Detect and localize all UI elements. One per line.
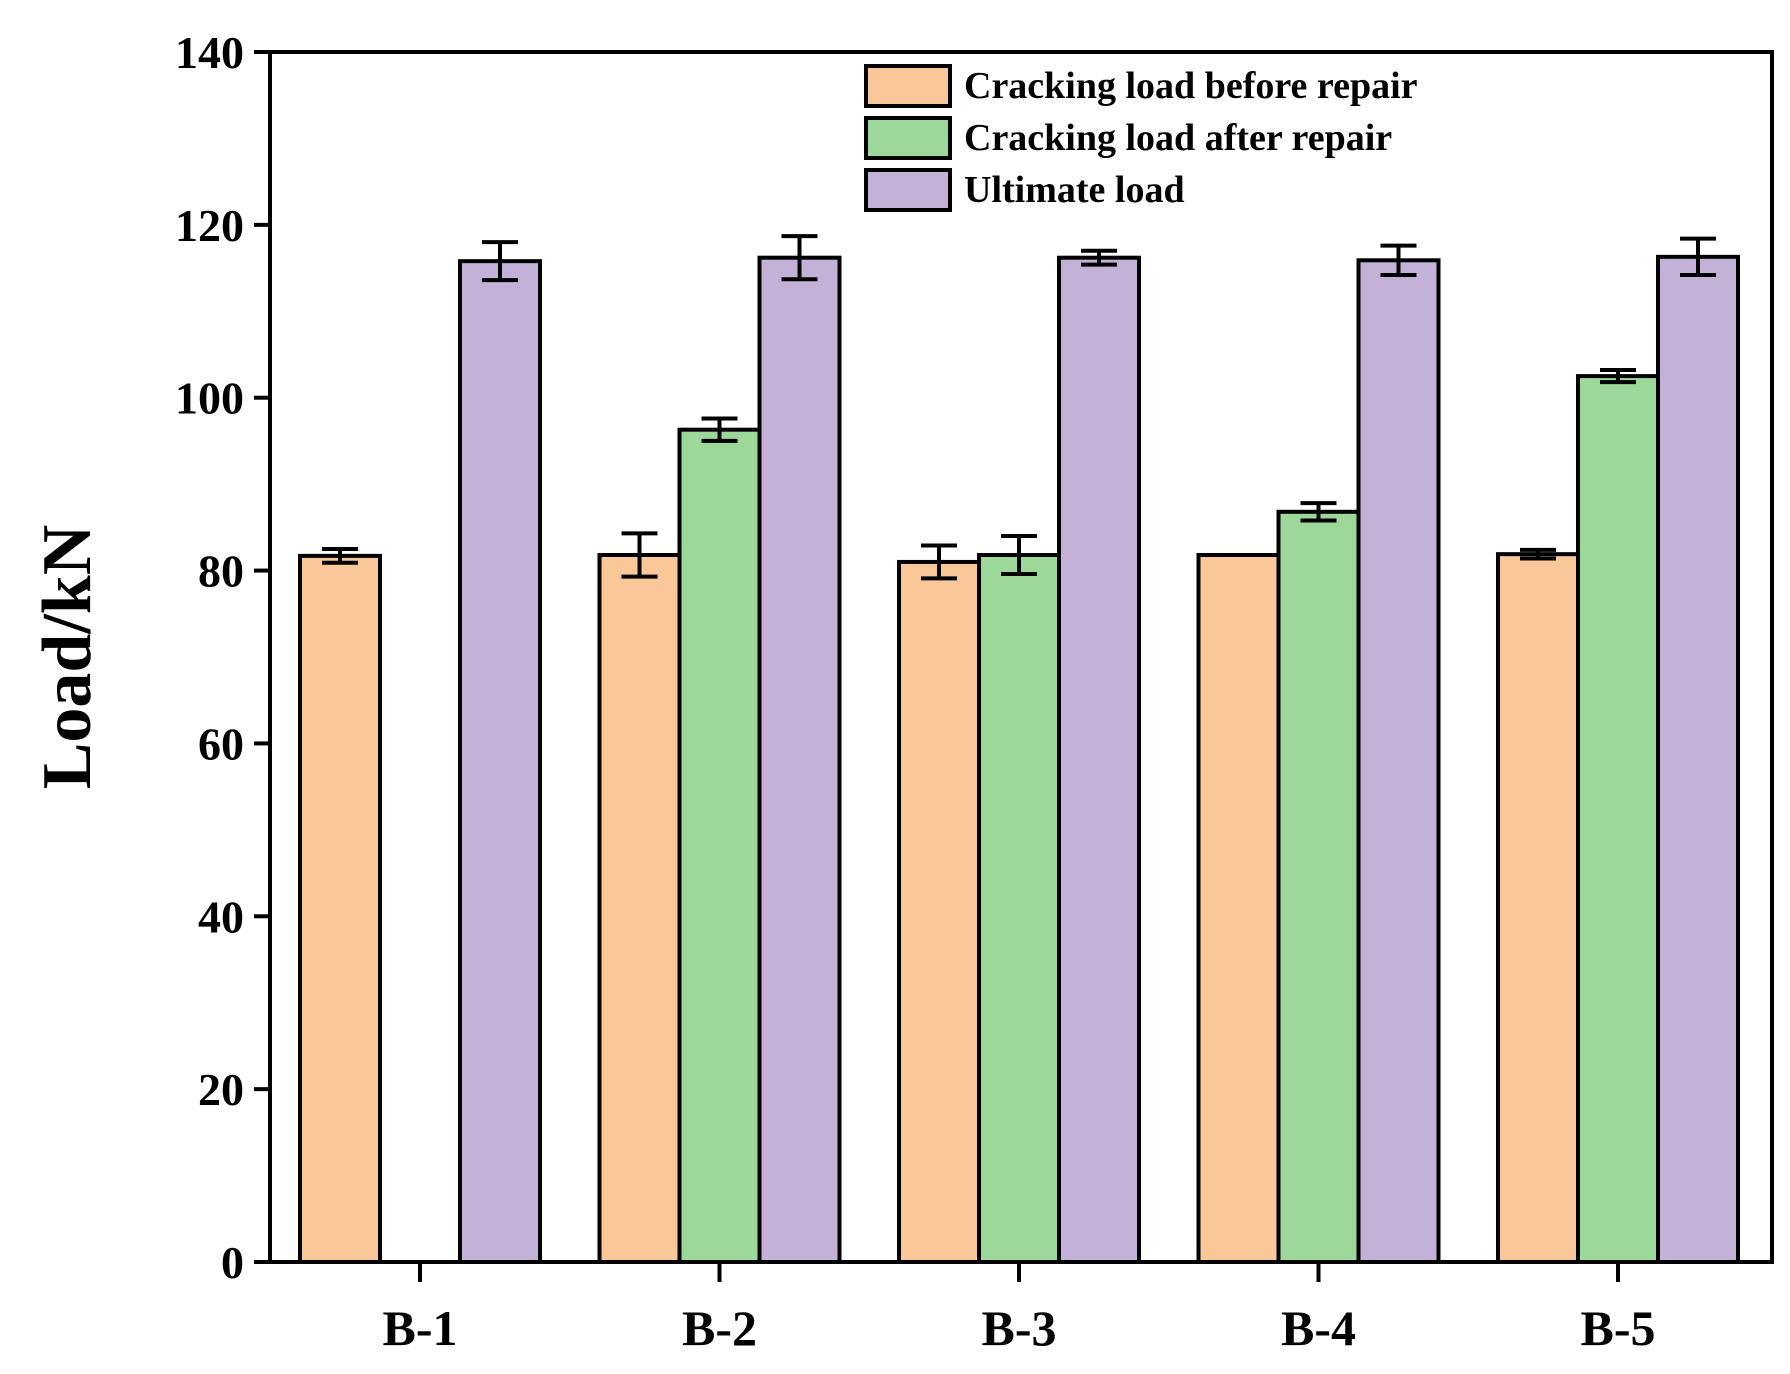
y-tick-label: 20 bbox=[198, 1064, 244, 1115]
legend-label-series-2: Cracking load after repair bbox=[964, 117, 1392, 159]
bar-b-5-series-2 bbox=[1576, 374, 1660, 1265]
error-bar bbox=[1001, 534, 1037, 577]
bar-b-4-series-1 bbox=[1196, 553, 1281, 1264]
error-bar bbox=[701, 416, 738, 443]
x-tick-label: B-2 bbox=[682, 1300, 757, 1356]
error-bar bbox=[921, 543, 957, 581]
bar-b-1-series-1 bbox=[298, 553, 382, 1264]
x-axis: B-1 B-2 B-3 B-4 B-5 bbox=[383, 1262, 1656, 1356]
error-bar bbox=[1081, 248, 1117, 267]
y-tick-label: 80 bbox=[198, 546, 244, 597]
bar-b-2-series-1 bbox=[597, 553, 682, 1264]
y-tick-label: 140 bbox=[175, 27, 244, 78]
error-bar bbox=[1680, 236, 1716, 277]
y-axis-label: Load/kN bbox=[29, 525, 106, 790]
bar-b-2-series-2 bbox=[677, 427, 762, 1264]
error-bar bbox=[1600, 368, 1636, 385]
error-bar bbox=[322, 546, 358, 565]
error-bar bbox=[1300, 501, 1337, 523]
y-tick-label: 120 bbox=[175, 200, 244, 251]
legend-label-series-3: Ultimate load bbox=[964, 169, 1185, 211]
error-bar bbox=[1380, 243, 1417, 277]
legend-label-series-1: Cracking load before repair bbox=[964, 65, 1418, 107]
error-bar bbox=[1520, 547, 1556, 561]
bar-b-4-series-2 bbox=[1276, 509, 1361, 1264]
legend-swatch-series-2 bbox=[864, 116, 952, 160]
bar-b-1-series-3 bbox=[458, 259, 542, 1264]
y-axis: 0 20 40 60 80 100 120 140 bbox=[175, 27, 270, 1288]
bar-b-3-series-1 bbox=[897, 559, 981, 1264]
y-tick-label: 0 bbox=[221, 1237, 244, 1288]
y-tick-label: 40 bbox=[198, 891, 244, 942]
x-tick-label: B-3 bbox=[982, 1300, 1057, 1356]
bar-b-3-series-2 bbox=[977, 553, 1061, 1264]
x-tick-label: B-4 bbox=[1281, 1300, 1356, 1356]
x-tick-label: B-1 bbox=[383, 1300, 458, 1356]
x-tick-label: B-5 bbox=[1581, 1300, 1656, 1356]
legend: Cracking load before repair Cracking load… bbox=[864, 64, 1418, 212]
y-tick-label: 60 bbox=[198, 718, 244, 769]
bar-b-4-series-3 bbox=[1356, 258, 1441, 1264]
y-tick-label: 100 bbox=[175, 373, 244, 424]
legend-swatch-series-1 bbox=[864, 64, 952, 108]
error-bars-layer bbox=[322, 234, 1716, 581]
legend-swatch-series-3 bbox=[864, 168, 952, 212]
bar-b-5-series-3 bbox=[1656, 254, 1740, 1265]
bar-b-5-series-1 bbox=[1496, 552, 1580, 1264]
error-bar bbox=[781, 234, 818, 282]
bar-b-3-series-3 bbox=[1057, 255, 1141, 1264]
error-bar bbox=[482, 240, 518, 283]
bars-layer bbox=[298, 254, 1740, 1265]
error-bar bbox=[621, 531, 658, 579]
bar-b-2-series-3 bbox=[757, 255, 842, 1264]
